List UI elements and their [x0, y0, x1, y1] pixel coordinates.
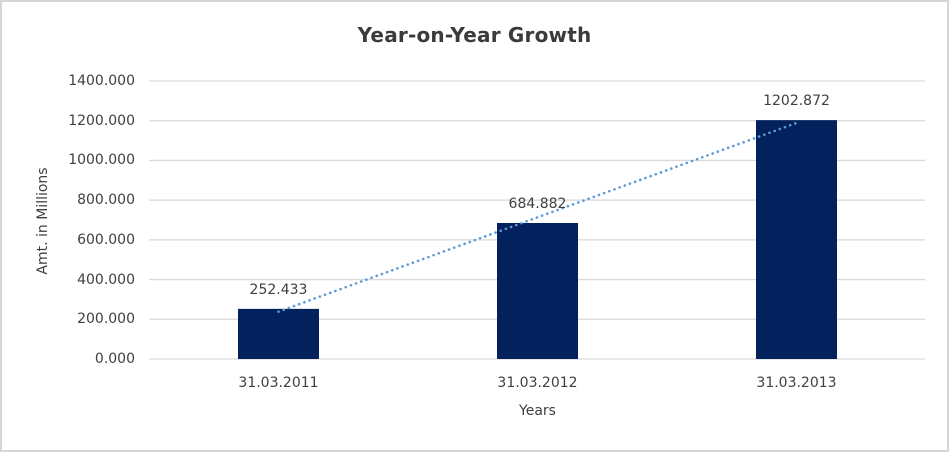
y-tick-label: 800.000	[77, 192, 135, 209]
x-axis-title: Years	[519, 403, 556, 419]
y-tick-label: 0.000	[94, 351, 135, 367]
y-tick-label: 1400.000	[68, 73, 135, 89]
x-tick-label: 31.03.2011	[238, 375, 319, 391]
bar-value-label: 684.882	[508, 196, 567, 212]
trendline[interactable]	[277, 121, 798, 314]
y-tick-label: 400.000	[77, 271, 135, 288]
bar[interactable]	[756, 120, 837, 360]
y-tick-label: 1200.000	[68, 112, 135, 129]
y-tick-label: 1000.000	[68, 152, 135, 169]
bar[interactable]	[238, 308, 319, 359]
x-tick-label: 31.03.2012	[497, 375, 578, 391]
bar[interactable]	[497, 223, 578, 359]
bar-value-label: 252.433	[249, 281, 308, 298]
chart-title: Year-on-Year Growth	[357, 23, 592, 47]
y-tick-label: 200.000	[77, 311, 135, 328]
y-tick-label: 600.000	[77, 231, 135, 248]
x-tick-label: 31.03.2013	[756, 375, 837, 391]
bar-value-label: 1202.872	[763, 93, 830, 110]
